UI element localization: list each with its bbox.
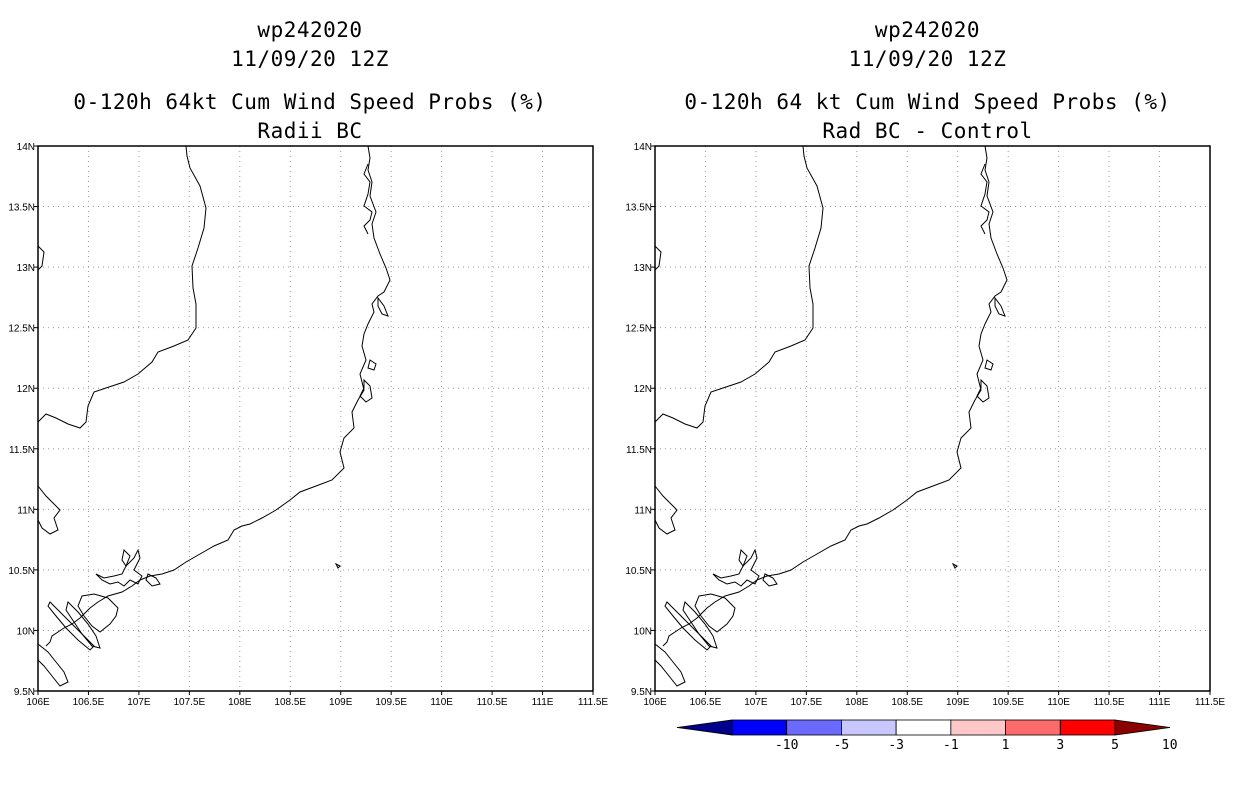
left-x-axis: 106E 106.5E 107E 107.5E 108E 108.5E 109E 109.5E… [26,691,608,708]
right-y-tick-label: 10N [634,626,652,637]
left-title: 0-120h 64kt Cum Wind Speed Probs (%) Rad… [18,88,602,146]
left-title-line1: 0-120h 64kt Cum Wind Speed Probs (%) [73,90,547,114]
left-y-tick-label: 13N [17,263,35,274]
colorbar-segment [841,719,897,736]
right-title-line2: Rad BC - Control [822,119,1033,143]
left-y-tick-label: 9.5N [14,687,35,698]
right-x-tick-label: 106E [643,697,667,708]
right-map-panel: 106E 106.5E 107E 107.5E 108E 108.5E 109E 109.5E… [625,142,1225,708]
left-x-tick-label: 108E [228,697,252,708]
left-x-tick-label: 109.5E [375,697,407,708]
left-y-tick-label: 11N [17,505,35,516]
left-y-tick-label: 12N [17,384,35,395]
left-y-tick-label: 12.5N [8,324,35,335]
right-x-tick-label: 110.5E [1094,697,1125,708]
left-map-panel: 106E 106.5E 107E 107.5E 108E 108.5E 109E 109.5E… [8,142,608,708]
colorbar-label: 1 [1002,738,1010,753]
right-x-tick-label: 111.5E [1195,697,1226,708]
left-map-frame [37,145,594,692]
right-coastline [654,145,1008,687]
left-x-tick-label: 110E [430,697,453,708]
left-x-tick-label: 107E [127,697,151,708]
left-storm-id: wp242020 [257,18,363,42]
right-x-tick-label: 108E [845,697,869,708]
right-title-line1: 0-120h 64 kt Cum Wind Speed Probs (%) [684,90,1171,114]
left-x-tick-label: 106E [26,697,50,708]
right-date: 11/09/20 12Z [848,47,1007,71]
right-map-frame [654,145,1211,692]
right-storm-id: wp242020 [874,18,981,42]
left-y-tick-label: 10.5N [8,566,35,577]
right-y-tick-label: 9.5N [631,687,652,698]
left-title-line2: Radii BC [257,119,363,143]
left-y-tick-label: 13.5N [8,203,35,214]
colorbar-segment [1114,719,1171,736]
left-y-tick-label: 14N [17,142,35,153]
right-x-tick-label: 110E [1047,697,1070,708]
left-x-tick-label: 106.5E [73,697,105,708]
colorbar-segment [895,719,952,736]
colorbar-label: -3 [888,738,904,753]
right-x-tick-label: 108.5E [891,697,923,708]
right-title: 0-120h 64 kt Cum Wind Speed Probs (%) Ra… [635,88,1220,146]
left-header: wp242020 11/09/20 12Z [18,16,602,74]
right-x-axis: 106E 106.5E 107E 107.5E 108E 108.5E 109E 109.5E… [643,691,1225,708]
colorbar-label: -5 [834,738,850,753]
right-y-tick-label: 10.5N [625,566,652,577]
left-coastline [37,145,391,687]
right-x-tick-label: 109E [946,697,970,708]
colorbar-label: 10 [1162,738,1178,753]
colorbar-label: 5 [1111,738,1119,753]
right-header: wp242020 11/09/20 12Z [635,16,1220,74]
left-x-tick-label: 110.5E [477,697,508,708]
right-y-tick-label: 11.5N [626,445,652,456]
right-y-tick-label: 13N [634,263,652,274]
right-x-tick-label: 111E [1149,697,1171,708]
right-gridlines [655,146,1210,691]
left-x-tick-label: 109E [329,697,353,708]
left-y-tick-label: 11.5N [9,445,35,456]
colorbar-label: 3 [1056,738,1064,753]
colorbar-segment [950,719,1006,736]
right-y-tick-label: 12N [634,384,652,395]
colorbar-segment [1005,719,1061,736]
right-x-tick-label: 106.5E [690,697,722,708]
left-y-tick-label: 10N [17,626,35,637]
colorbar-segment [731,719,788,736]
right-y-tick-label: 11N [634,505,652,516]
left-gridlines [38,146,593,691]
colorbar-label: -1 [943,738,959,753]
colorbar: -10 -5 -3 -1 1 3 5 10 [676,719,1178,753]
left-x-tick-label: 111E [532,697,554,708]
right-x-tick-label: 109.5E [992,697,1024,708]
left-x-tick-label: 108.5E [274,697,306,708]
colorbar-label: -10 [775,738,798,753]
right-y-tick-label: 13.5N [625,203,652,214]
left-y-axis: 14N 13.5N 13N 12.5N 12N 11.5N 11N 10.5N 10N 9.5N [8,142,38,698]
right-y-tick-label: 12.5N [625,324,652,335]
left-x-tick-label: 111.5E [578,697,609,708]
left-date: 11/09/20 12Z [231,47,389,71]
right-y-tick-label: 14N [634,142,652,153]
colorbar-segment [786,719,842,736]
colorbar-segment [676,719,733,736]
left-x-tick-label: 107.5E [174,697,206,708]
right-x-tick-label: 107.5E [791,697,823,708]
right-x-tick-label: 107E [744,697,768,708]
right-y-axis: 14N 13.5N 13N 12.5N 12N 11.5N 11N 10.5N 10N 9.5N [625,142,655,698]
colorbar-segment [1059,719,1116,736]
